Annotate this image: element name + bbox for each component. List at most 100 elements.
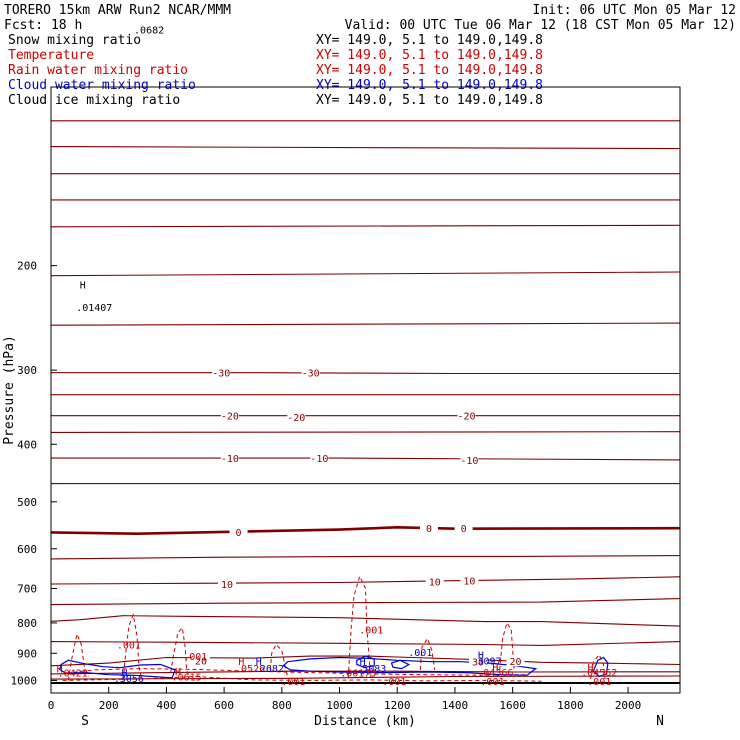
y-tick-label: 700	[17, 583, 37, 596]
isotherm-label: 0	[426, 524, 432, 535]
isotherm-label-bg	[425, 575, 444, 587]
isotherm-label: 0	[236, 528, 242, 539]
field-name-rain: Rain water mixing ratio	[8, 63, 188, 78]
contour-value-label: H	[122, 669, 128, 680]
y-tick-label: 600	[17, 543, 37, 556]
contour-value-label: .001	[587, 677, 611, 688]
isotherm-line	[51, 598, 680, 606]
rain-contour	[122, 612, 143, 681]
cloud-water-contour	[592, 656, 609, 678]
y-tick-label: 500	[17, 496, 37, 509]
field-xy-temperature: XY= 149.0, 5.1 to 149.0,149.8	[316, 48, 543, 63]
isotherm-label-bg	[212, 366, 231, 378]
contour-value-label: .01407	[76, 303, 112, 314]
isotherm-label-bg	[460, 453, 479, 465]
isotherm-label: 20	[195, 656, 207, 667]
contour-value-label: .0421	[58, 669, 88, 680]
rain-contour	[67, 632, 89, 681]
isotherm-label: 10	[429, 577, 441, 588]
isotherm-label: 30	[472, 658, 484, 669]
isotherm-line	[51, 372, 680, 375]
x-tick-label: 1200	[384, 699, 411, 712]
isotherm-label: 0	[461, 524, 467, 535]
contour-value-label: .001	[281, 677, 305, 688]
cloud-water-contour	[356, 655, 375, 668]
isotherm-line	[51, 322, 680, 326]
rain-contour	[59, 668, 528, 676]
cloud-water-contour	[59, 659, 176, 679]
contour-value-label: .04366	[477, 668, 513, 679]
x-tick-label: 400	[156, 699, 176, 712]
contour-value-label: .0526	[235, 664, 265, 675]
field-name-cloud-ice: Cloud ice mixing ratio	[8, 93, 180, 108]
isotherm-label-bg	[419, 521, 438, 533]
contour-value-label: .001	[359, 625, 383, 636]
contour-value-label: H	[256, 657, 262, 668]
isotherm-line	[51, 641, 680, 646]
x-tick-label: 1400	[442, 699, 469, 712]
field-xy-rain: XY= 149.0, 5.1 to 149.0,149.8	[316, 63, 543, 78]
x-tick-label: 600	[214, 699, 234, 712]
forecast-hour: Fcst: 18 h	[4, 18, 82, 33]
contour-value-label: H	[588, 663, 594, 674]
isotherm-label: -30	[302, 369, 320, 380]
isotherm-label-bg	[287, 411, 306, 423]
isotherm-label: 10	[221, 580, 233, 591]
isotherm-line	[51, 615, 680, 627]
x-tick-label: 0	[48, 699, 55, 712]
rain-contour	[419, 637, 436, 670]
valid-time: Valid: 00 UTC Tue 06 Mar 12 (18 CST Mon …	[345, 18, 736, 33]
x-tick-label: 2000	[615, 699, 642, 712]
model-title: TORERO 15km ARW Run2 NCAR/MMM	[4, 3, 231, 18]
contour-value-label: .001	[183, 652, 207, 663]
isotherm-label-bg	[460, 574, 479, 586]
isotherm-label-bg	[310, 452, 329, 464]
isotherm-line	[51, 675, 680, 680]
x-tick-label: 800	[272, 699, 292, 712]
rain-contour	[62, 675, 542, 682]
isotherm-label: -10	[310, 454, 328, 465]
isotherm-label-bg	[229, 525, 248, 537]
north-end-label: N	[656, 714, 664, 729]
isotherm-label: -10	[460, 456, 478, 467]
isotherm-line	[51, 146, 680, 150]
init-time: Init: 06 UTC Mon 05 Mar 12	[533, 3, 737, 18]
isotherm-label-bg	[218, 578, 237, 590]
isotherm-label-bg	[220, 409, 239, 421]
x-tick-label: 1000	[326, 699, 353, 712]
contour-value-label: H	[238, 657, 244, 668]
isotherm-label-bg	[301, 366, 320, 378]
isotherm-label: -10	[221, 454, 239, 465]
contour-value-label: .2682	[254, 664, 284, 675]
contour-value-label: H	[57, 665, 63, 676]
isotherm-line	[51, 576, 680, 585]
contour-value-label: .5083	[356, 664, 386, 675]
isotherm-line	[51, 224, 680, 228]
y-axis-title: Pressure (hPa)	[2, 335, 17, 445]
contour-value-label: H	[360, 657, 366, 668]
isotherm-label: 10	[463, 576, 475, 587]
contour-value-label: .3056	[114, 674, 144, 685]
x-axis-title: Distance (km)	[314, 714, 416, 729]
x-tick-label: 1800	[557, 699, 584, 712]
y-tick-label: 900	[17, 647, 37, 660]
field-name-snow: Snow mixing ratio	[8, 33, 141, 48]
isotherm-line	[51, 525, 680, 536]
isotherm-label: -30	[212, 369, 230, 380]
contour-value-label: .001	[382, 677, 406, 688]
isotherm-label-bg	[192, 654, 211, 666]
isotherm-label-bg	[469, 655, 488, 667]
field-legend: Snow mixing ratio XY= 149.0, 5.1 to 149.…	[8, 33, 543, 108]
rain-contour	[499, 621, 515, 670]
field-xy-snow: XY= 149.0, 5.1 to 149.0,149.8	[316, 33, 543, 48]
isotherm-label-bg	[454, 522, 473, 534]
isotherm-label: -20	[457, 412, 475, 423]
isotherm-label-bg	[457, 409, 476, 421]
contour-value-label: .0615	[172, 673, 202, 684]
contour-value-label: H	[80, 280, 86, 291]
isotherm-label: -20	[221, 412, 239, 423]
field-xy-cloud-water: XY= 149.0, 5.1 to 149.0,149.8	[316, 78, 543, 93]
contour-value-label: .001	[480, 677, 504, 688]
y-tick-label: 200	[17, 260, 37, 273]
